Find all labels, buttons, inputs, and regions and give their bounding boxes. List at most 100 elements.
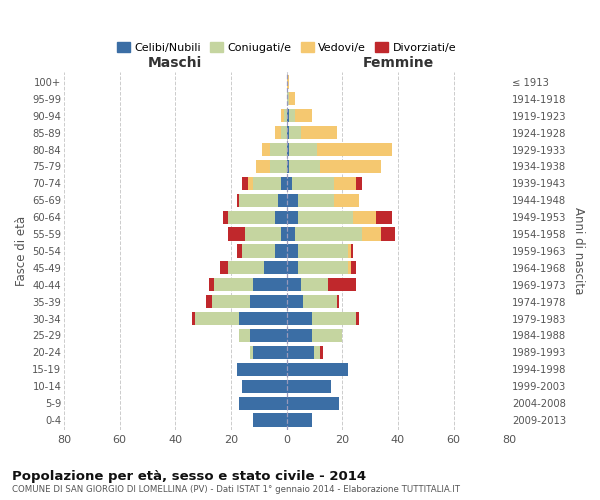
Bar — [265, 262, 287, 274]
Bar — [287, 312, 311, 325]
Bar — [287, 414, 311, 426]
Bar — [281, 109, 284, 122]
Bar — [220, 262, 228, 274]
Bar — [289, 126, 301, 139]
Bar — [287, 228, 295, 240]
Bar — [214, 278, 253, 291]
Bar — [239, 396, 287, 409]
Bar — [317, 143, 392, 156]
Bar — [287, 76, 289, 88]
Bar — [281, 228, 287, 240]
Bar — [337, 295, 340, 308]
Bar — [223, 210, 228, 224]
Text: COMUNE DI SAN GIORGIO DI LOMELLINA (PV) - Dati ISTAT 1° gennaio 2014 - Elaborazi: COMUNE DI SAN GIORGIO DI LOMELLINA (PV) … — [12, 485, 460, 494]
Bar — [253, 177, 281, 190]
Bar — [228, 210, 275, 224]
Bar — [250, 346, 253, 359]
Bar — [304, 295, 337, 308]
Text: Popolazione per età, sesso e stato civile - 2014: Popolazione per età, sesso e stato civil… — [12, 470, 366, 483]
Bar — [228, 262, 265, 274]
Bar — [356, 177, 362, 190]
Bar — [287, 396, 340, 409]
Bar — [298, 262, 348, 274]
Bar — [298, 194, 334, 207]
Bar — [239, 312, 287, 325]
Bar — [287, 329, 311, 342]
Bar — [245, 228, 281, 240]
Bar — [298, 244, 348, 258]
Bar — [287, 278, 301, 291]
Bar — [248, 177, 253, 190]
Bar — [287, 262, 298, 274]
Bar — [289, 160, 320, 173]
Bar — [284, 109, 287, 122]
Bar — [287, 160, 289, 173]
Bar — [256, 160, 270, 173]
Bar — [253, 346, 287, 359]
Bar — [242, 177, 248, 190]
Bar — [328, 278, 356, 291]
Bar — [287, 177, 292, 190]
Bar — [281, 126, 287, 139]
Bar — [314, 346, 320, 359]
Bar — [242, 380, 287, 393]
Bar — [275, 210, 287, 224]
Bar — [206, 295, 212, 308]
Bar — [253, 278, 287, 291]
Bar — [287, 92, 289, 106]
Bar — [275, 126, 281, 139]
Bar — [287, 210, 298, 224]
Bar — [212, 295, 250, 308]
Bar — [253, 414, 287, 426]
Bar — [292, 177, 334, 190]
Bar — [320, 346, 323, 359]
Bar — [376, 210, 392, 224]
Bar — [287, 380, 331, 393]
Bar — [270, 143, 287, 156]
Bar — [301, 278, 328, 291]
Bar — [250, 295, 287, 308]
Bar — [287, 109, 289, 122]
Bar — [250, 329, 287, 342]
Bar — [295, 109, 311, 122]
Bar — [195, 312, 239, 325]
Bar — [192, 312, 195, 325]
Bar — [289, 92, 295, 106]
Bar — [287, 295, 304, 308]
Bar — [287, 362, 348, 376]
Bar — [295, 228, 362, 240]
Text: Femmine: Femmine — [362, 56, 434, 70]
Bar — [287, 346, 314, 359]
Bar — [320, 160, 381, 173]
Bar — [350, 262, 356, 274]
Text: Maschi: Maschi — [148, 56, 202, 70]
Bar — [239, 194, 278, 207]
Bar — [287, 143, 289, 156]
Bar — [334, 177, 356, 190]
Bar — [275, 244, 287, 258]
Bar — [287, 244, 298, 258]
Legend: Celibi/Nubili, Coniugati/e, Vedovi/e, Divorziati/e: Celibi/Nubili, Coniugati/e, Vedovi/e, Di… — [112, 38, 461, 58]
Bar — [242, 244, 275, 258]
Bar — [311, 312, 356, 325]
Bar — [236, 362, 287, 376]
Bar — [381, 228, 395, 240]
Bar — [350, 244, 353, 258]
Bar — [301, 126, 337, 139]
Bar — [287, 194, 298, 207]
Bar — [262, 143, 270, 156]
Bar — [289, 109, 295, 122]
Bar — [270, 160, 287, 173]
Y-axis label: Fasce di età: Fasce di età — [15, 216, 28, 286]
Bar — [239, 329, 250, 342]
Bar — [298, 210, 353, 224]
Y-axis label: Anni di nascita: Anni di nascita — [572, 208, 585, 294]
Bar — [348, 244, 350, 258]
Bar — [287, 126, 289, 139]
Bar — [281, 177, 287, 190]
Bar — [289, 143, 317, 156]
Bar — [356, 312, 359, 325]
Bar — [236, 194, 239, 207]
Bar — [334, 194, 359, 207]
Bar — [348, 262, 350, 274]
